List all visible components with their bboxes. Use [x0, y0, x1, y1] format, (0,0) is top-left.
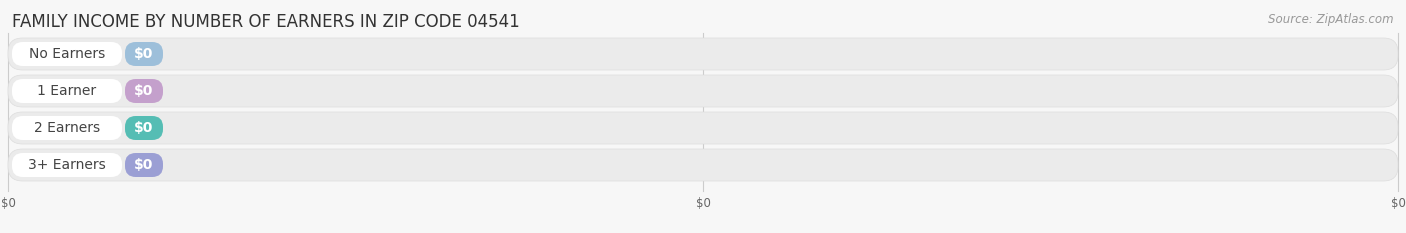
Text: $0: $0 — [135, 121, 153, 135]
Text: 3+ Earners: 3+ Earners — [28, 158, 105, 172]
FancyBboxPatch shape — [13, 116, 122, 140]
Text: $0: $0 — [135, 47, 153, 61]
Text: Source: ZipAtlas.com: Source: ZipAtlas.com — [1268, 13, 1393, 26]
Text: $0: $0 — [1391, 197, 1406, 210]
Text: $0: $0 — [0, 197, 15, 210]
FancyBboxPatch shape — [125, 79, 163, 103]
FancyBboxPatch shape — [8, 38, 1398, 70]
Text: No Earners: No Earners — [30, 47, 105, 61]
Text: 1 Earner: 1 Earner — [38, 84, 97, 98]
Text: $0: $0 — [135, 158, 153, 172]
Text: $0: $0 — [135, 84, 153, 98]
FancyBboxPatch shape — [13, 79, 122, 103]
FancyBboxPatch shape — [125, 153, 163, 177]
FancyBboxPatch shape — [8, 149, 1398, 181]
FancyBboxPatch shape — [8, 75, 1398, 107]
FancyBboxPatch shape — [13, 153, 122, 177]
Text: FAMILY INCOME BY NUMBER OF EARNERS IN ZIP CODE 04541: FAMILY INCOME BY NUMBER OF EARNERS IN ZI… — [13, 13, 520, 31]
FancyBboxPatch shape — [125, 116, 163, 140]
Text: $0: $0 — [696, 197, 710, 210]
Text: 2 Earners: 2 Earners — [34, 121, 100, 135]
FancyBboxPatch shape — [8, 112, 1398, 144]
FancyBboxPatch shape — [125, 42, 163, 66]
FancyBboxPatch shape — [13, 42, 122, 66]
